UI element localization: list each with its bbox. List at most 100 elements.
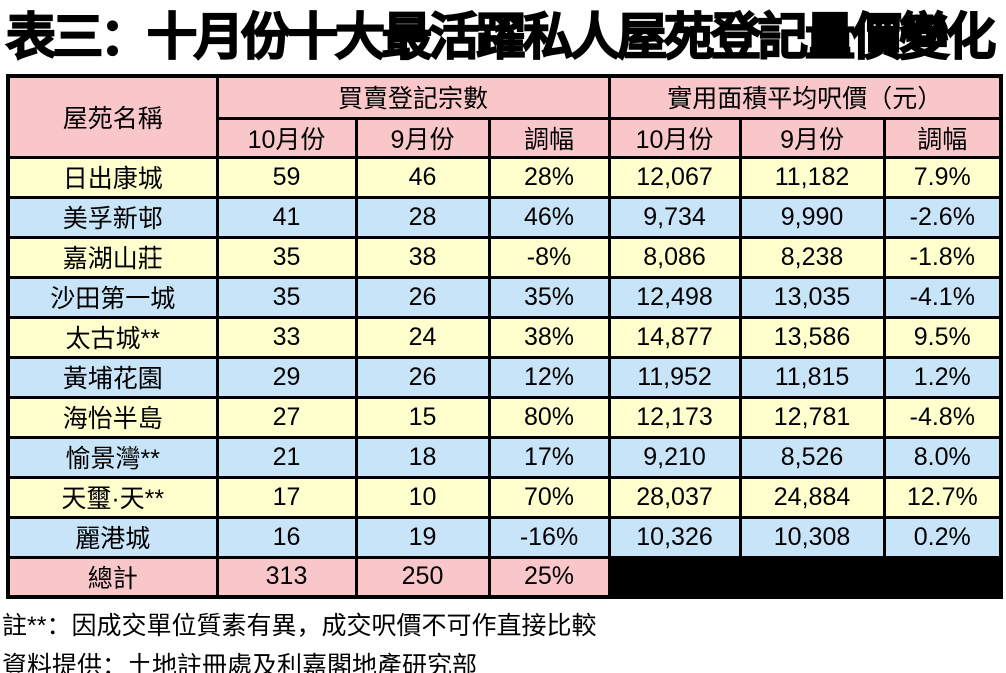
estate-name-cell: 麗港城 — [6, 515, 219, 559]
table-row: 愉景灣** 21 18 17% 9,210 8,526 8.0% — [6, 435, 1003, 479]
value-cell: 21 — [215, 435, 358, 479]
footnote-comparison: 註**：因成交單位質素有異，成交呎價不可作直接比較 — [2, 612, 597, 640]
estate-name-cell: 嘉湖山莊 — [6, 235, 219, 279]
value-cell: 8,526 — [738, 435, 886, 479]
value-cell: 24 — [354, 315, 491, 359]
value-cell: 26 — [354, 355, 491, 399]
total-value-cell: 250 — [354, 555, 491, 599]
subheader-price-september: 9月份 — [738, 117, 886, 159]
value-cell: 12,498 — [607, 275, 742, 319]
value-cell: -4.1% — [882, 275, 1003, 319]
header-registrations-group: 買賣登記宗數 — [215, 74, 611, 120]
value-cell: 17% — [487, 435, 611, 479]
header-price-group: 實用面積平均呎價（元） — [607, 74, 1003, 120]
value-cell: -2.6% — [882, 195, 1003, 239]
value-cell: 9.5% — [882, 315, 1003, 359]
estate-name-cell: 黃埔花園 — [6, 355, 219, 399]
value-cell: 8,086 — [607, 235, 742, 279]
value-cell: 28,037 — [607, 475, 742, 519]
value-cell: 28% — [487, 155, 611, 199]
value-cell: 59 — [215, 155, 358, 199]
estate-name-cell: 愉景灣** — [6, 435, 219, 479]
header-group-row: 屋苑名稱 買賣登記宗數 實用面積平均呎價（元） — [6, 74, 1003, 159]
page-title: 表三：十月份十大最活躍私人屋苑登記量價變化 — [5, 8, 997, 66]
table-row: 天璽·天** 17 10 70% 28,037 24,884 12.7% — [6, 475, 1003, 519]
value-cell: 16 — [215, 515, 358, 559]
value-cell: 0.2% — [882, 515, 1003, 559]
subheader-price-change: 調幅 — [882, 117, 1003, 159]
value-cell: 17 — [215, 475, 358, 519]
table-row: 日出康城 59 46 28% 12,067 11,182 7.9% — [6, 155, 1003, 199]
table-header: 屋苑名稱 買賣登記宗數 實用面積平均呎價（元） 10月份 9月份 調幅 10月份… — [6, 74, 1003, 159]
header-estate-name: 屋苑名稱 — [6, 74, 219, 159]
footnotes: 註**：因成交單位質素有異，成交呎價不可作直接比較 資料提供：土地註冊處及利嘉閣… — [2, 607, 1006, 673]
value-cell: 19 — [354, 515, 491, 559]
value-cell: 28 — [354, 195, 491, 239]
value-cell: 11,815 — [738, 355, 886, 399]
value-cell: 7.9% — [882, 155, 1003, 199]
value-cell: 38 — [354, 235, 491, 279]
value-cell: 11,952 — [607, 355, 742, 399]
value-cell: 10,308 — [738, 515, 886, 559]
value-cell: 15 — [354, 395, 491, 439]
value-cell: 13,035 — [738, 275, 886, 319]
subheader-reg-september: 9月份 — [354, 117, 491, 159]
value-cell: -1.8% — [882, 235, 1003, 279]
estate-name-cell: 美孚新邨 — [6, 195, 219, 239]
value-cell: 11,182 — [738, 155, 886, 199]
value-cell: 46 — [354, 155, 491, 199]
table-row: 麗港城 16 19 -16% 10,326 10,308 0.2% — [6, 515, 1003, 559]
value-cell: 10,326 — [607, 515, 742, 559]
table-row: 海怡半島 27 15 80% 12,173 12,781 -4.8% — [6, 395, 1003, 439]
value-cell: 10 — [354, 475, 491, 519]
value-cell: 12,781 — [738, 395, 886, 439]
value-cell: 12.7% — [882, 475, 1003, 519]
value-cell: 9,734 — [607, 195, 742, 239]
value-cell: 14,877 — [607, 315, 742, 359]
value-cell: -16% — [487, 515, 611, 559]
value-cell: 26 — [354, 275, 491, 319]
table-row: 美孚新邨 41 28 46% 9,734 9,990 -2.6% — [6, 195, 1003, 239]
value-cell: 8.0% — [882, 435, 1003, 479]
table-body: 日出康城 59 46 28% 12,067 11,182 7.9% 美孚新邨 4… — [6, 155, 1003, 599]
blacked-out-cell — [607, 555, 1003, 599]
value-cell: 80% — [487, 395, 611, 439]
value-cell: 29 — [215, 355, 358, 399]
total-value-cell: 313 — [215, 555, 358, 599]
value-cell: 9,990 — [738, 195, 886, 239]
total-row: 總計 313 250 25% — [6, 555, 1003, 599]
value-cell: 46% — [487, 195, 611, 239]
total-label-cell: 總計 — [6, 555, 219, 599]
value-cell: 1.2% — [882, 355, 1003, 399]
estate-name-cell: 海怡半島 — [6, 395, 219, 439]
value-cell: 38% — [487, 315, 611, 359]
value-cell: 35% — [487, 275, 611, 319]
value-cell: -8% — [487, 235, 611, 279]
value-cell: 70% — [487, 475, 611, 519]
subheader-price-october: 10月份 — [607, 117, 742, 159]
value-cell: 41 — [215, 195, 358, 239]
value-cell: 33 — [215, 315, 358, 359]
value-cell: 27 — [215, 395, 358, 439]
header-subcolumn-row: 10月份 9月份 調幅 10月份 9月份 調幅 — [8, 117, 1003, 159]
value-cell: 12,173 — [607, 395, 742, 439]
footnote-source: 資料提供：土地註冊處及利嘉閣地產研究部 — [2, 652, 478, 673]
estate-name-cell: 太古城** — [6, 315, 219, 359]
estate-name-cell: 日出康城 — [6, 155, 219, 199]
value-cell: 35 — [215, 235, 358, 279]
table-row: 太古城** 33 24 38% 14,877 13,586 9.5% — [6, 315, 1003, 359]
value-cell: 12,067 — [607, 155, 742, 199]
value-cell: 24,884 — [738, 475, 886, 519]
value-cell: -4.8% — [882, 395, 1003, 439]
value-cell: 35 — [215, 275, 358, 319]
total-value-cell: 25% — [487, 555, 611, 599]
value-cell: 12% — [487, 355, 611, 399]
value-cell: 8,238 — [738, 235, 886, 279]
table-row: 沙田第一城 35 26 35% 12,498 13,035 -4.1% — [6, 275, 1003, 319]
estates-data-table: 屋苑名稱 買賣登記宗數 實用面積平均呎價（元） 10月份 9月份 調幅 10月份… — [6, 74, 1004, 599]
estate-name-cell: 沙田第一城 — [6, 275, 219, 319]
table-row: 嘉湖山莊 35 38 -8% 8,086 8,238 -1.8% — [6, 235, 1003, 279]
value-cell: 18 — [354, 435, 491, 479]
value-cell: 13,586 — [738, 315, 886, 359]
